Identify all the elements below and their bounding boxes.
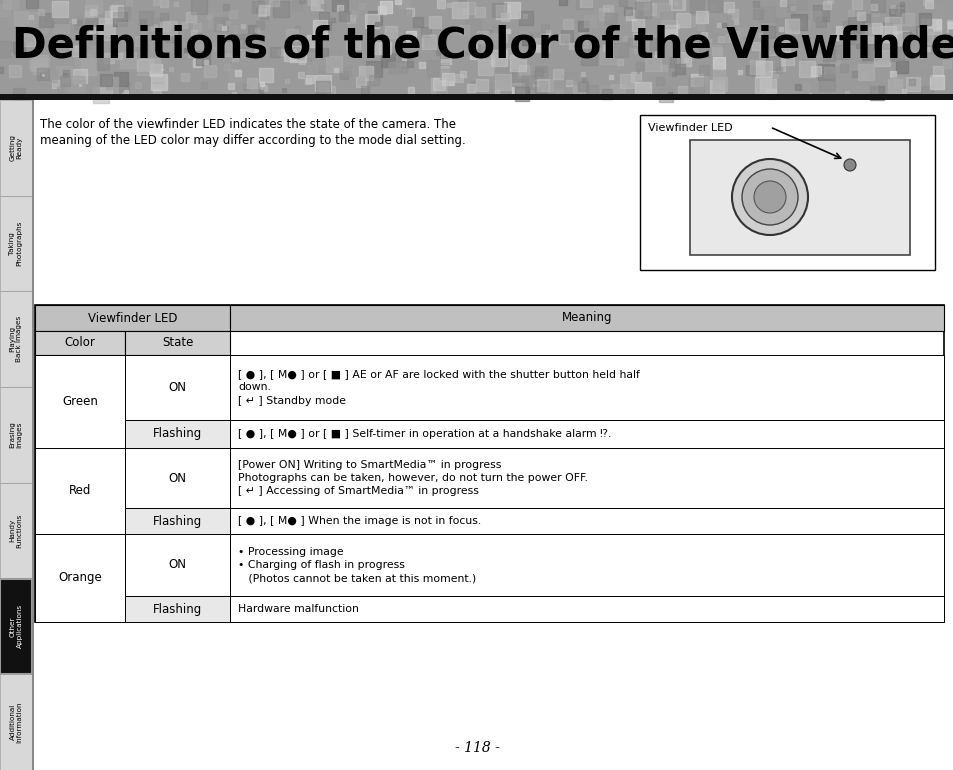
Circle shape <box>741 169 797 225</box>
Bar <box>125 420 230 448</box>
Text: ON: ON <box>169 558 186 571</box>
Bar <box>35 448 125 534</box>
Text: Red: Red <box>69 484 91 497</box>
Text: Getting
Ready: Getting Ready <box>10 134 23 162</box>
Bar <box>0 291 32 387</box>
Text: Definitions of the Color of the Viewfinder LED: Definitions of the Color of the Viewfind… <box>12 25 953 66</box>
Circle shape <box>731 159 807 235</box>
Bar <box>32 100 34 770</box>
Text: ON: ON <box>169 471 186 484</box>
Text: Erasing
Images: Erasing Images <box>10 421 23 448</box>
Bar <box>35 534 125 622</box>
Bar <box>125 534 230 596</box>
Bar <box>0 94 953 100</box>
Bar <box>230 448 943 508</box>
Text: Flashing: Flashing <box>152 602 202 615</box>
Bar <box>35 305 943 622</box>
Text: State: State <box>162 336 193 350</box>
Bar <box>230 596 943 622</box>
Text: Color: Color <box>65 336 95 350</box>
Bar <box>0 675 32 770</box>
Text: [ ● ], [ M● ] or [ ■ ] AE or AF are locked with the shutter button held half
dow: [ ● ], [ M● ] or [ ■ ] AE or AF are lock… <box>237 370 639 406</box>
Bar <box>125 596 230 622</box>
Text: ON: ON <box>169 381 186 394</box>
Text: Handy
Functions: Handy Functions <box>10 514 23 548</box>
Bar <box>0 578 32 675</box>
Bar <box>230 534 943 596</box>
Text: Meaning: Meaning <box>561 312 612 324</box>
Bar <box>0 0 953 95</box>
Text: Flashing: Flashing <box>152 514 202 527</box>
Bar <box>0 387 32 483</box>
Bar <box>230 508 943 534</box>
Bar <box>125 508 230 534</box>
Bar <box>0 196 32 291</box>
Circle shape <box>753 181 785 213</box>
Text: Playing
Back Images: Playing Back Images <box>10 316 23 363</box>
Bar <box>125 448 230 508</box>
Bar <box>230 420 943 448</box>
Text: Viewfinder LED: Viewfinder LED <box>88 312 177 324</box>
Bar <box>35 331 125 355</box>
Bar <box>35 355 125 448</box>
Text: [ ● ], [ M● ] or [ ■ ] Self-timer in operation at a handshake alarm ⁉.: [ ● ], [ M● ] or [ ■ ] Self-timer in ope… <box>237 429 611 439</box>
Bar <box>230 305 943 331</box>
Text: Green: Green <box>62 395 98 408</box>
Text: meaning of the LED color may differ according to the mode dial setting.: meaning of the LED color may differ acco… <box>40 134 465 147</box>
Text: - 118 -: - 118 - <box>454 741 499 755</box>
Text: Other
Applications: Other Applications <box>10 604 23 648</box>
Bar <box>0 483 32 578</box>
Text: Flashing: Flashing <box>152 427 202 440</box>
Text: Taking
Photographs: Taking Photographs <box>10 221 23 266</box>
Text: Additional
Information: Additional Information <box>10 701 23 743</box>
Circle shape <box>843 159 855 171</box>
Text: • Processing image
• Charging of flash in progress
   (Photos cannot be taken at: • Processing image • Charging of flash i… <box>237 547 476 583</box>
Bar <box>35 305 230 331</box>
Bar <box>0 100 32 196</box>
Text: Viewfinder LED: Viewfinder LED <box>647 123 732 133</box>
Bar <box>230 355 943 420</box>
Bar <box>639 115 934 270</box>
Bar <box>689 140 909 255</box>
Text: [ ● ], [ M● ] When the image is not in focus.: [ ● ], [ M● ] When the image is not in f… <box>237 516 480 526</box>
Text: Hardware malfunction: Hardware malfunction <box>237 604 358 614</box>
Text: Orange: Orange <box>58 571 102 584</box>
Bar <box>125 331 230 355</box>
Bar <box>125 355 230 420</box>
Text: [Power ON] Writing to SmartMedia™ in progress
Photographs can be taken, however,: [Power ON] Writing to SmartMedia™ in pro… <box>237 460 587 496</box>
Text: The color of the viewfinder LED indicates the state of the camera. The: The color of the viewfinder LED indicate… <box>40 118 456 131</box>
